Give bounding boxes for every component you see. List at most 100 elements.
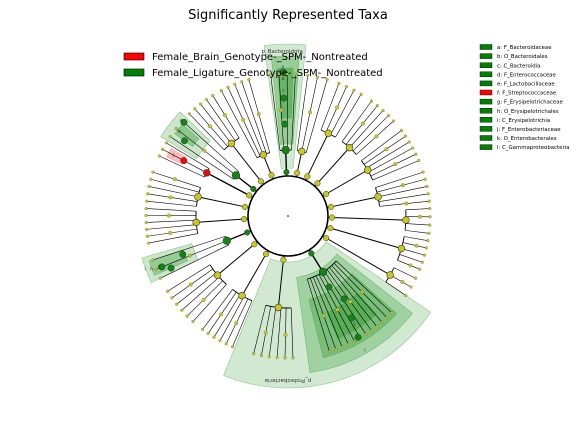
tree-leaf-branch [379,200,430,207]
phylum-node [283,168,290,176]
biomarker-node [281,120,289,128]
legend-swatch [123,52,145,61]
leaf-node [340,345,344,349]
tree-node [172,177,177,182]
leaf-node [185,314,189,318]
tree-node [241,117,246,122]
leaf-node [147,241,151,245]
clade-node [345,143,354,152]
biomarker-legend: a: F_Bacteroidaceae b: O_Bacteroidales c: … [479,44,569,151]
clade-node [194,193,202,201]
clade-shade-gammaproteobacteria [296,253,413,373]
leaf-node [427,199,431,203]
tree-leaf-branch [146,224,197,230]
leaf-node [175,302,179,306]
biomarker-letter: h [150,266,153,272]
tree-node [321,313,326,318]
phylum-node [328,214,336,221]
tree-leaf-branch [318,274,355,342]
leaf-node [146,192,150,196]
clade-node [397,244,406,253]
leaf-node [399,128,403,133]
biomarker-letter: i [145,266,146,272]
clade-node [231,171,241,180]
tree-node [207,124,212,129]
leaf-node [426,192,430,196]
leaf-node [315,75,320,79]
tree-node [222,113,227,118]
leaf-node [147,184,151,189]
tree-leaf-branch [397,259,420,270]
tree-branch [314,147,350,187]
tree-branch [327,196,379,209]
biomarker-swatch [479,53,493,59]
tree-leaf-branch [393,267,416,279]
leaf-node [174,127,178,131]
leaf-node [206,331,210,335]
clade-node [238,291,246,300]
biomarker-label: g: F_Erysipelotrichaceae [497,100,563,106]
tree-leaf-branch [291,74,296,151]
leaf-node [166,289,170,293]
tree-branch [305,133,329,181]
tree-leaf-branch [148,233,198,244]
clade-node [227,139,236,148]
tree-leaf-branch [232,300,253,347]
tree-leaf-branch [345,105,378,145]
leaf-node [267,355,271,359]
leaf-node [381,108,385,113]
leaf-node [426,239,430,243]
clade-node [402,216,410,224]
tree-leaf-branch [200,103,232,144]
tree-leaf-branch [212,95,240,139]
tree-node [188,282,193,287]
clade-node [192,218,200,227]
biomarker-label: e: F_Lactobacillaceae [497,82,555,88]
tree-leaf-branch [213,294,241,338]
clade-node [274,303,283,312]
tree-leaf-branch [329,267,378,327]
tree-leaf-branch [363,135,406,165]
tree-leaf-branch [404,236,428,241]
tree-branch [197,196,249,209]
tree-node [256,112,261,117]
clade-node [318,267,328,277]
tree-leaf-branch [187,280,223,317]
biomarker-letter: f [172,153,174,159]
leaf-node [226,85,230,89]
tree-branch [322,235,391,276]
biomarker-swatch [479,98,493,105]
leaf-node [428,207,432,211]
biomarker-letter: k [357,335,360,341]
tree-leaf-branch [234,84,264,155]
leaf-node [158,276,162,280]
tree-leaf-branch [167,264,211,292]
leaf-node [291,356,295,360]
clade-node [259,151,267,159]
tree-leaf-branch [399,254,423,263]
tree-node [348,299,353,304]
leaf-node [191,319,195,324]
leaf-node [420,260,424,264]
tree-leaf-branch [227,87,261,157]
leaf-node [149,177,153,181]
phylum-node [241,216,248,223]
tree-leaf-branch [368,147,413,173]
phylum-node [268,172,275,179]
tree-leaf-branch [150,178,200,193]
tree-node [308,110,312,115]
leaf-node [154,267,158,271]
leaf-node [403,134,407,138]
tree-leaf-branch [152,171,201,188]
leaf-node [423,177,427,181]
phylum-node [323,234,330,242]
biomarker-letter: b [282,76,285,82]
leaf-node [390,311,394,315]
tree-leaf-branch [361,130,402,161]
leaf-node [352,88,356,92]
biomarker-letter: j [353,321,355,327]
leaf-node [375,104,379,108]
tree-node [360,121,365,126]
